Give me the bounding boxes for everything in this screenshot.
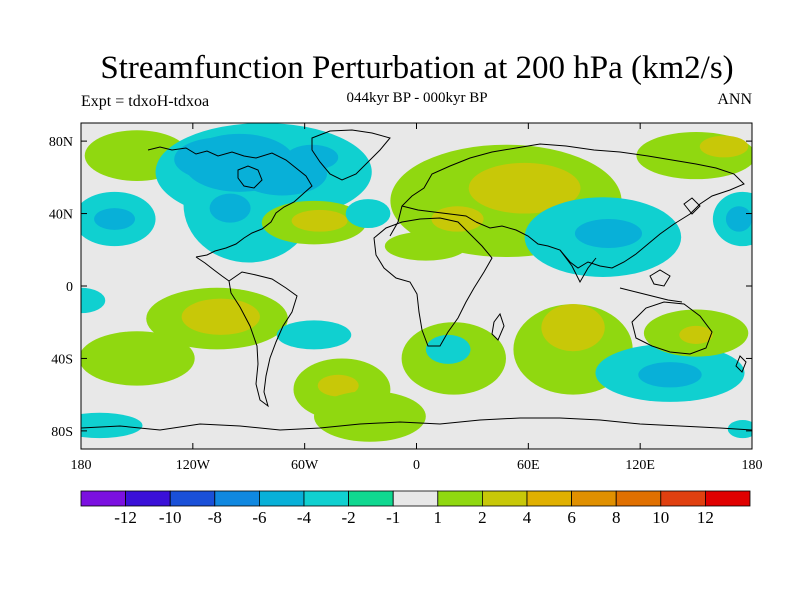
coast-antarctica <box>81 417 752 431</box>
colorbar-label: -8 <box>208 508 222 527</box>
colorbar-swatch <box>481 490 528 507</box>
colorbar-label: 8 <box>612 508 621 527</box>
contour-region <box>286 144 339 171</box>
colorbar-swatch <box>660 490 706 507</box>
contour-region <box>94 208 136 230</box>
contour-region <box>699 135 749 158</box>
contour-region <box>209 193 251 223</box>
coast-africa <box>373 217 493 347</box>
colorbar-label: -10 <box>159 508 182 527</box>
colorbar-swatch <box>214 490 260 507</box>
colorbar-swatch <box>303 490 349 507</box>
contour-region <box>291 209 348 232</box>
coast-new-zealand <box>735 355 747 373</box>
contour-region <box>468 162 581 214</box>
colorbar-swatch <box>80 490 126 507</box>
lat-tick-label: 0 <box>66 280 73 295</box>
coast-eurasia <box>389 143 745 269</box>
lon-tick-label: 120E <box>625 458 655 473</box>
contour-region <box>541 304 605 352</box>
colorbar-label: -6 <box>252 508 266 527</box>
coast-north-america <box>147 146 313 258</box>
contour-region <box>638 362 702 388</box>
plot-subtitle: 044kyr BP - 000kyr BP <box>346 90 488 106</box>
contour-region <box>679 325 713 344</box>
contour-fills <box>81 123 752 442</box>
lon-tick-label: 120W <box>176 458 211 473</box>
colorbar-label: 6 <box>567 508 576 527</box>
plot-title: Streamfunction Perturbation at 200 hPa (… <box>100 50 734 86</box>
lat-tick-label: 40S <box>51 352 73 367</box>
colorbar-swatch <box>392 490 439 507</box>
contour-region <box>384 231 467 261</box>
colorbar-swatch <box>571 490 617 507</box>
coast-australia <box>631 301 713 355</box>
contour-region <box>81 287 106 314</box>
coast-india <box>559 249 597 284</box>
contour-region <box>313 391 426 442</box>
colorbar-swatch <box>125 490 171 507</box>
coast-madagascar <box>491 312 505 341</box>
colorbar-label: 2 <box>478 508 487 527</box>
contour-region <box>181 298 260 335</box>
coast-central-america <box>195 256 230 282</box>
colorbar-swatch <box>258 490 305 507</box>
colorbar-label: 4 <box>523 508 532 527</box>
colorbar-label: -12 <box>114 508 137 527</box>
coast-south-america <box>228 271 298 408</box>
colorbar-swatch <box>705 490 751 507</box>
experiment-label: Expt = tdxoH-tdxoa <box>81 93 210 110</box>
contour-region <box>276 320 352 350</box>
coast-mediterranean <box>401 205 477 223</box>
colorbar-swatch <box>526 490 572 507</box>
lon-tick-label: 0 <box>413 458 420 473</box>
contour-region <box>345 199 391 229</box>
coast-indonesia <box>619 287 683 303</box>
colorbar-swatch <box>169 490 216 507</box>
lat-tick-label: 80S <box>51 425 73 440</box>
season-label: ANN <box>717 91 752 108</box>
contour-region <box>425 334 471 364</box>
coast-japan <box>683 197 701 215</box>
lon-tick-label: 60E <box>517 458 540 473</box>
contour-region <box>317 374 359 397</box>
colorbar-swatch <box>348 490 394 507</box>
axis-ticks: 180 120W 60W 0 60E 120E 180 80N 40N 0 40S 80S <box>49 123 763 473</box>
contour-region <box>81 331 195 386</box>
colorbar-label: -1 <box>386 508 400 527</box>
coast-borneo <box>649 269 671 287</box>
coastlines <box>81 129 752 431</box>
coast-hudson-bay <box>237 165 263 189</box>
contour-region <box>574 218 643 248</box>
lat-tick-label: 80N <box>49 135 73 150</box>
colorbar-label: 10 <box>652 508 669 527</box>
coast-greenland <box>311 129 391 181</box>
colorbar-label: -2 <box>342 508 356 527</box>
lon-tick-label: 180 <box>742 458 763 473</box>
colorbar: -12 -10 -8 -6 -4 -2 -1 1 2 4 6 8 10 12 <box>80 490 751 527</box>
lon-tick-label: 60W <box>291 458 319 473</box>
contour-region <box>725 206 752 232</box>
colorbar-label: -4 <box>297 508 312 527</box>
lon-tick-label: 180 <box>71 458 92 473</box>
colorbar-swatch <box>615 490 662 507</box>
lat-tick-label: 40N <box>49 208 73 223</box>
contour-region <box>81 412 143 439</box>
colorbar-label: 12 <box>697 508 714 527</box>
colorbar-swatch <box>437 490 483 507</box>
contour-region <box>431 206 484 232</box>
colorbar-label: 1 <box>434 508 443 527</box>
